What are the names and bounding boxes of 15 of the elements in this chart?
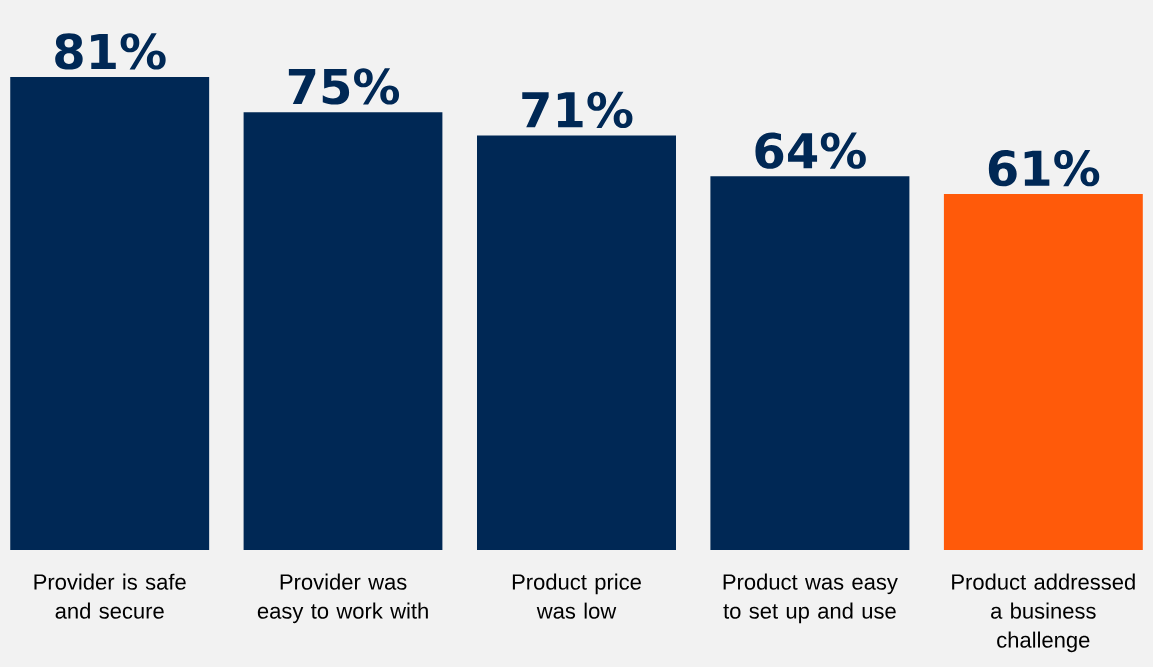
x-tick-label: Provider is safe and secure <box>34 573 186 619</box>
bar <box>243 112 443 551</box>
data-label: 64% <box>755 132 866 169</box>
data-label: 71% <box>522 91 633 128</box>
bar <box>943 193 1143 551</box>
bar <box>477 135 676 551</box>
x-tick-label: Product was easy to set up and use <box>723 573 898 624</box>
data-label: 81% <box>55 33 166 70</box>
data-label: 75% <box>288 68 400 105</box>
bar <box>10 77 210 551</box>
data-label: 61% <box>988 149 1100 187</box>
x-tick-label: Product price was low <box>512 573 641 619</box>
bar <box>710 176 910 551</box>
x-tick-label: Provider was easy to work with <box>257 573 428 624</box>
x-tick-label: Product addressed a business challenge <box>952 573 1135 653</box>
